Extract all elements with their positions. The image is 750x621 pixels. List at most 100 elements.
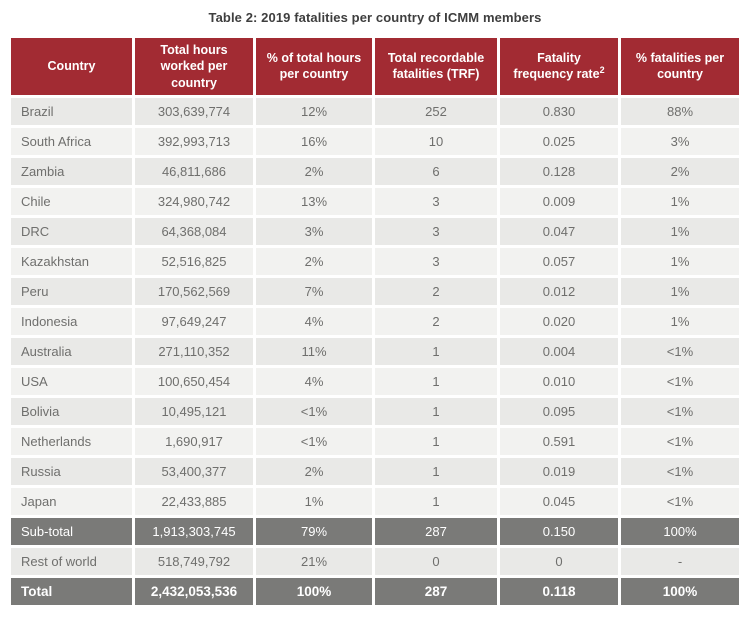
total-hours-cell: 22,433,885 xyxy=(135,487,253,515)
trf-cell: 1 xyxy=(375,367,497,395)
country-cell: Rest of world xyxy=(11,547,132,575)
pct-fatalities-cell: 1% xyxy=(621,187,739,215)
table-row: Japan 22,433,885 1% 1 0.045 <1% xyxy=(11,487,739,515)
pct-hours-cell: 2% xyxy=(256,247,372,275)
header-pct-fatalities: % fatalities per country xyxy=(621,38,739,95)
table-row: Peru 170,562,569 7% 2 0.012 1% xyxy=(11,277,739,305)
table-row: Netherlands 1,690,917 <1% 1 0.591 <1% xyxy=(11,427,739,455)
pct-fatalities-cell: <1% xyxy=(621,367,739,395)
table-row: Total 2,432,053,536 100% 287 0.118 100% xyxy=(11,577,739,605)
total-hours-cell: 97,649,247 xyxy=(135,307,253,335)
header-fatality-rate-footnote: 2 xyxy=(599,65,605,76)
pct-fatalities-cell: 100% xyxy=(621,517,739,545)
pct-hours-cell: 7% xyxy=(256,277,372,305)
fatality-rate-cell: 0.025 xyxy=(500,127,618,155)
table-row: Kazakhstan 52,516,825 2% 3 0.057 1% xyxy=(11,247,739,275)
trf-cell: 0 xyxy=(375,547,497,575)
header-pct-hours: % of total hours per country xyxy=(256,38,372,95)
pct-hours-cell: 16% xyxy=(256,127,372,155)
table-row: Chile 324,980,742 13% 3 0.009 1% xyxy=(11,187,739,215)
table-row: Brazil 303,639,774 12% 252 0.830 88% xyxy=(11,97,739,125)
pct-fatalities-cell: - xyxy=(621,547,739,575)
pct-fatalities-cell: 1% xyxy=(621,307,739,335)
total-hours-cell: 2,432,053,536 xyxy=(135,577,253,605)
country-cell: Peru xyxy=(11,277,132,305)
trf-cell: 6 xyxy=(375,157,497,185)
fatality-rate-cell: 0.118 xyxy=(500,577,618,605)
pct-fatalities-cell: <1% xyxy=(621,337,739,365)
pct-hours-cell: <1% xyxy=(256,397,372,425)
country-cell: Chile xyxy=(11,187,132,215)
trf-cell: 2 xyxy=(375,307,497,335)
trf-cell: 1 xyxy=(375,397,497,425)
trf-cell: 10 xyxy=(375,127,497,155)
total-hours-cell: 100,650,454 xyxy=(135,367,253,395)
country-cell: USA xyxy=(11,367,132,395)
total-hours-cell: 46,811,686 xyxy=(135,157,253,185)
pct-hours-cell: 3% xyxy=(256,217,372,245)
table-row: Rest of world 518,749,792 21% 0 0 - xyxy=(11,547,739,575)
fatality-rate-cell: 0.128 xyxy=(500,157,618,185)
header-trf: Total recordable fatalities (TRF) xyxy=(375,38,497,95)
total-hours-cell: 324,980,742 xyxy=(135,187,253,215)
country-cell: Kazakhstan xyxy=(11,247,132,275)
total-hours-cell: 1,913,303,745 xyxy=(135,517,253,545)
fatality-rate-cell: 0.830 xyxy=(500,97,618,125)
total-hours-cell: 53,400,377 xyxy=(135,457,253,485)
trf-cell: 287 xyxy=(375,577,497,605)
country-cell: Total xyxy=(11,577,132,605)
fatality-rate-cell: 0.010 xyxy=(500,367,618,395)
total-hours-cell: 271,110,352 xyxy=(135,337,253,365)
fatality-rate-cell: 0.019 xyxy=(500,457,618,485)
country-cell: Sub-total xyxy=(11,517,132,545)
table-row: Sub-total 1,913,303,745 79% 287 0.150 10… xyxy=(11,517,739,545)
country-cell: Zambia xyxy=(11,157,132,185)
trf-cell: 3 xyxy=(375,217,497,245)
pct-hours-cell: 2% xyxy=(256,457,372,485)
total-hours-cell: 170,562,569 xyxy=(135,277,253,305)
table-row: South Africa 392,993,713 16% 10 0.025 3% xyxy=(11,127,739,155)
fatality-rate-cell: 0.057 xyxy=(500,247,618,275)
table-row: Russia 53,400,377 2% 1 0.019 <1% xyxy=(11,457,739,485)
table-row: Indonesia 97,649,247 4% 2 0.020 1% xyxy=(11,307,739,335)
country-cell: Russia xyxy=(11,457,132,485)
trf-cell: 1 xyxy=(375,337,497,365)
fatality-rate-cell: 0.150 xyxy=(500,517,618,545)
header-pct-hours-label: % of total hours per country xyxy=(266,51,362,82)
trf-cell: 3 xyxy=(375,187,497,215)
trf-cell: 1 xyxy=(375,457,497,485)
total-hours-cell: 1,690,917 xyxy=(135,427,253,455)
fatality-rate-cell: 0.020 xyxy=(500,307,618,335)
header-pct-fatalities-label: % fatalities per country xyxy=(635,51,725,82)
pct-hours-cell: 12% xyxy=(256,97,372,125)
country-cell: Netherlands xyxy=(11,427,132,455)
fatality-rate-cell: 0.047 xyxy=(500,217,618,245)
total-hours-cell: 392,993,713 xyxy=(135,127,253,155)
header-row: Country Total hours worked per country %… xyxy=(11,38,739,95)
table-row: Zambia 46,811,686 2% 6 0.128 2% xyxy=(11,157,739,185)
total-hours-cell: 10,495,121 xyxy=(135,397,253,425)
table-row: Australia 271,110,352 11% 1 0.004 <1% xyxy=(11,337,739,365)
pct-hours-cell: 1% xyxy=(256,487,372,515)
pct-fatalities-cell: 100% xyxy=(621,577,739,605)
fatality-rate-cell: 0.009 xyxy=(500,187,618,215)
trf-cell: 1 xyxy=(375,427,497,455)
total-hours-cell: 518,749,792 xyxy=(135,547,253,575)
pct-hours-cell: 79% xyxy=(256,517,372,545)
table-row: Bolivia 10,495,121 <1% 1 0.095 <1% xyxy=(11,397,739,425)
table-row: DRC 64,368,084 3% 3 0.047 1% xyxy=(11,217,739,245)
pct-fatalities-cell: 1% xyxy=(621,217,739,245)
country-cell: Bolivia xyxy=(11,397,132,425)
fatality-rate-cell: 0.095 xyxy=(500,397,618,425)
pct-fatalities-cell: 1% xyxy=(621,277,739,305)
trf-cell: 1 xyxy=(375,487,497,515)
header-country: Country xyxy=(11,38,132,95)
table-row: USA 100,650,454 4% 1 0.010 <1% xyxy=(11,367,739,395)
header-country-label: Country xyxy=(47,59,96,74)
country-cell: Australia xyxy=(11,337,132,365)
country-cell: Japan xyxy=(11,487,132,515)
trf-cell: 2 xyxy=(375,277,497,305)
table-title: Table 2: 2019 fatalities per country of … xyxy=(208,10,542,25)
country-cell: DRC xyxy=(11,217,132,245)
